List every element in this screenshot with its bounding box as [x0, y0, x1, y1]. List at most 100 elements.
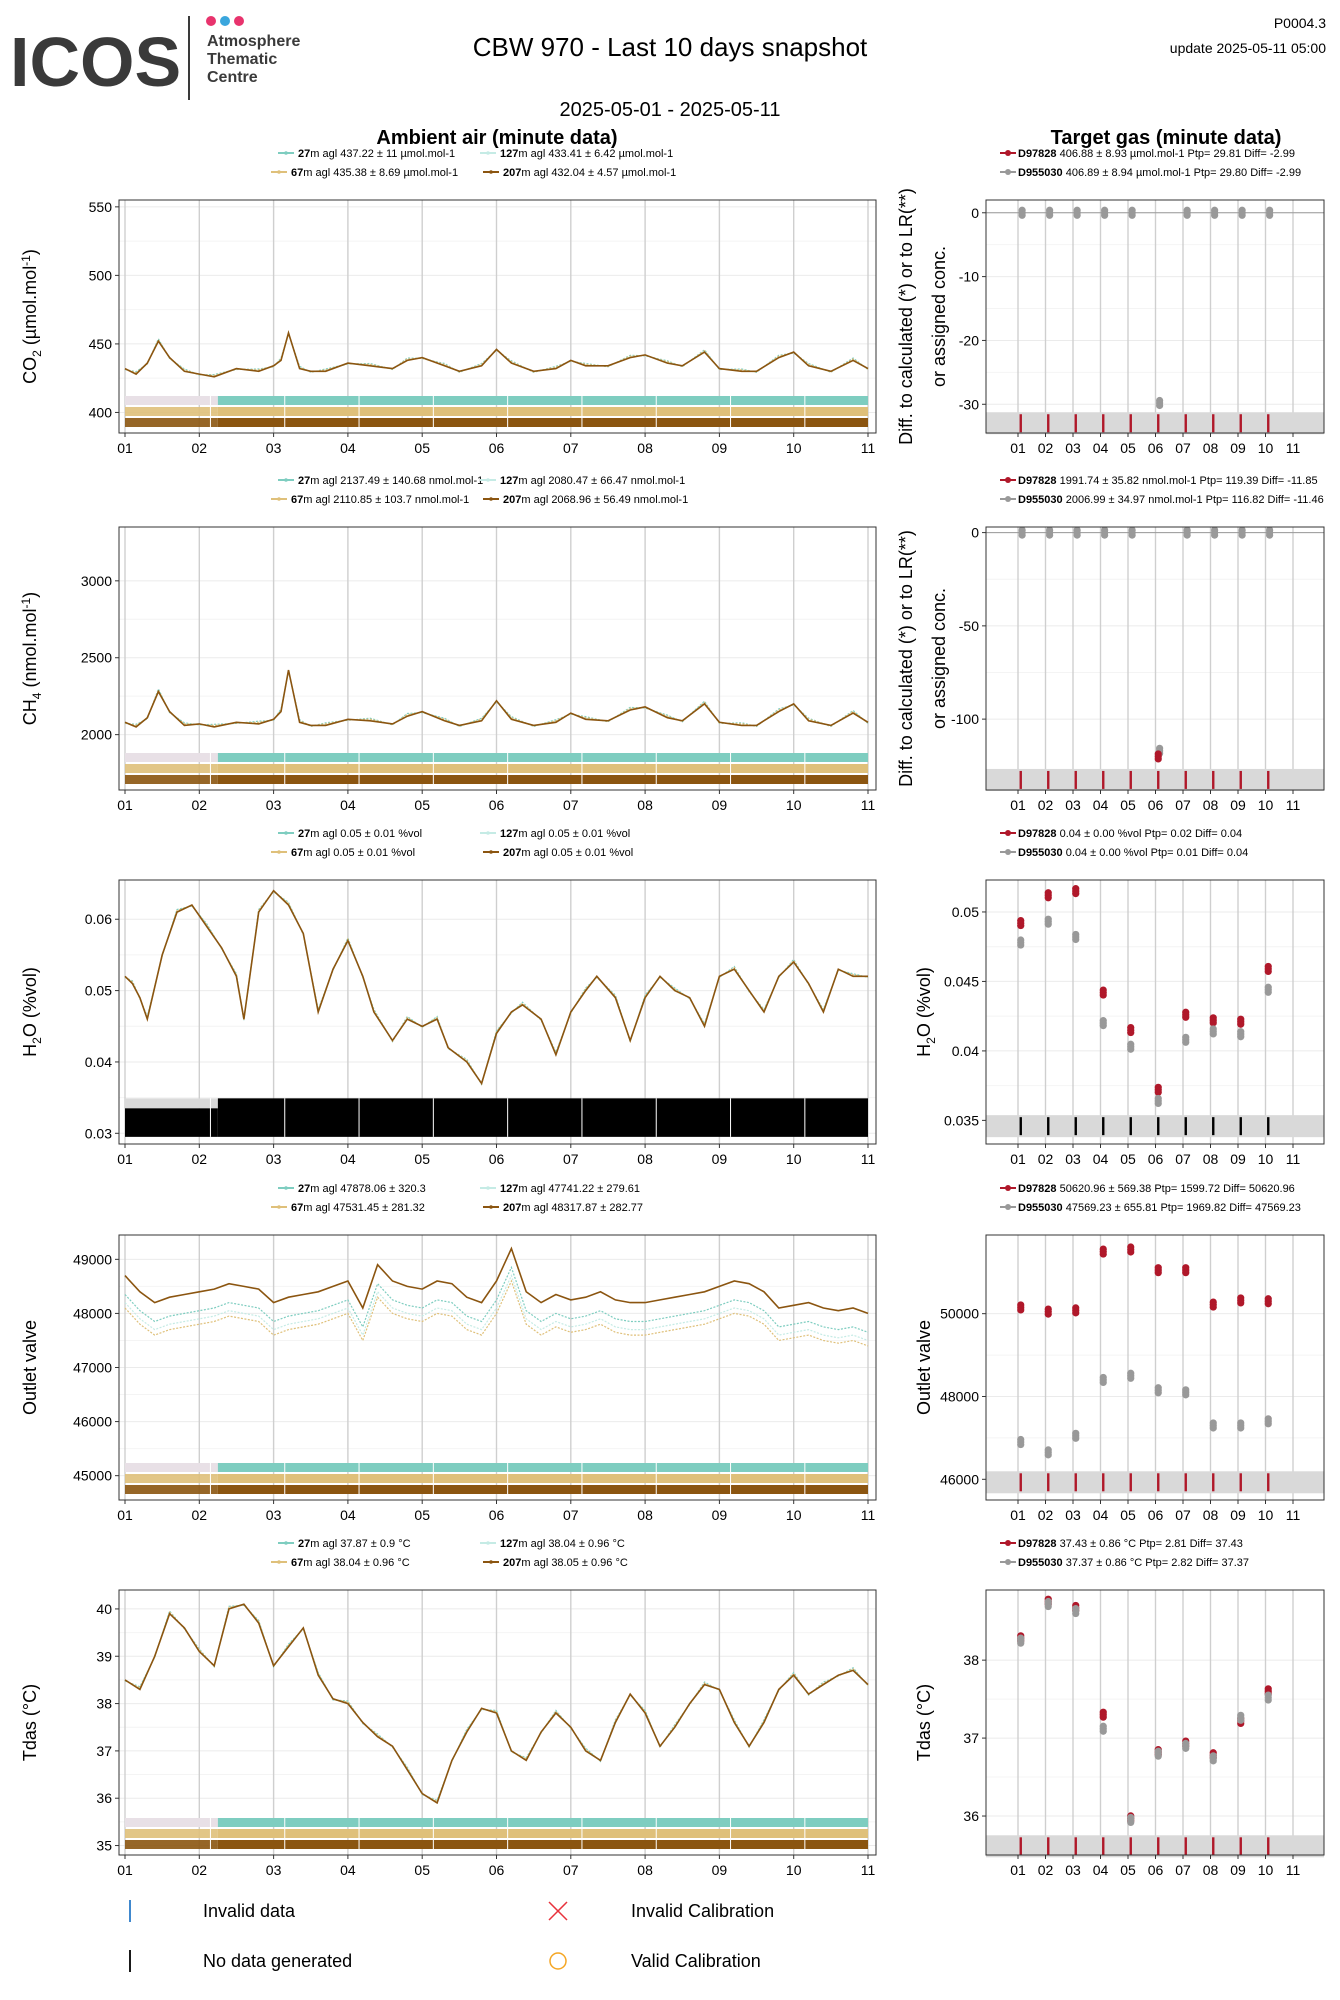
status-band	[217, 1818, 868, 1827]
legend-entry: 67m agl 0.05 ± 0.01 %vol	[291, 847, 415, 859]
legend-swatch-dot	[1005, 1540, 1011, 1546]
legend-entry: 127m agl 433.41 ± 6.42 µmol.mol-1	[500, 148, 673, 160]
x-tick-label: 09	[712, 797, 728, 813]
logo-dot-icon	[234, 16, 244, 26]
legend-stats: 0.04 ± 0.00 %vol Ptp= 0.01 Diff= 0.04	[1063, 847, 1249, 859]
legend-swatch-dot	[277, 850, 281, 854]
legend-tank: D955030	[1018, 1557, 1063, 1569]
y-tick-label: 0.05	[952, 904, 979, 920]
legend-height: 127	[500, 1183, 518, 1195]
y-axis-label: Diff. to calculated (*) or to LR(**)	[896, 530, 916, 787]
target-gas-point	[1046, 531, 1054, 539]
x-tick-label: 01	[1010, 797, 1026, 813]
legend-tank: D97828	[1018, 1538, 1057, 1550]
panel-co2: 27m agl 437.22 ± 11 µmol.mol-1 127m agl 4…	[19, 148, 877, 456]
y-tick-label: 36	[96, 1790, 112, 1806]
legend-swatch-dot	[1005, 849, 1011, 855]
target-gas-point	[1237, 1033, 1245, 1041]
y-tick-label: -50	[959, 618, 979, 634]
y-tick-label: 500	[89, 267, 113, 283]
legend-stats: m agl 433.41 ± 6.42 µmol.mol-1	[518, 148, 673, 160]
y-tick-label: -100	[951, 711, 979, 727]
legend-height: 27	[298, 1538, 310, 1550]
legend-stats: m agl 435.38 ± 8.69 µmol.mol-1	[303, 167, 458, 179]
y-tick-label: 2000	[81, 727, 112, 743]
legend-entry: 207m agl 38.05 ± 0.96 °C	[503, 1557, 628, 1569]
x-tick-label: 04	[340, 797, 356, 813]
target-gas-point	[1072, 890, 1080, 898]
legend-stats: m agl 47878.06 ± 320.3	[310, 1183, 426, 1195]
legend-entry: D955030 47569.23 ± 655.81 Ptp= 1969.82 D…	[1018, 1202, 1301, 1214]
legend-entry: 27m agl 437.22 ± 11 µmol.mol-1	[298, 148, 455, 160]
legend-entry: 27m agl 0.05 ± 0.01 %vol	[298, 828, 422, 840]
x-tick-label: 02	[1038, 440, 1054, 456]
y-tick-label: 400	[89, 404, 113, 420]
legend-height: 207	[503, 167, 521, 179]
y-tick-label: 37	[96, 1743, 112, 1759]
x-tick-label: 10	[1258, 797, 1274, 813]
target-gas-point	[1127, 1028, 1135, 1037]
status-band	[217, 1098, 868, 1137]
target-gas-point	[1209, 1424, 1217, 1432]
plot-area	[119, 527, 876, 790]
x-tick-label: 08	[637, 1151, 653, 1167]
x-tick-label: 06	[1148, 1507, 1164, 1523]
x-tick-label: 09	[1230, 797, 1246, 813]
legend-height: 207	[503, 847, 521, 859]
target-gas-point	[1101, 531, 1109, 539]
target-gas-point	[1017, 1306, 1025, 1314]
target-gas-point	[1099, 1727, 1107, 1735]
legend-stats: m agl 0.05 ± 0.01 %vol	[521, 847, 633, 859]
update-timestamp: update 2025-05-11 05:00	[1170, 40, 1326, 56]
x-tick-label: 01	[1010, 440, 1026, 456]
legend-entry: 207m agl 48317.87 ± 282.77	[503, 1202, 643, 1214]
target-gas-point	[1017, 941, 1025, 949]
y-tick-label: 550	[89, 199, 113, 215]
series-line-207	[124, 1246, 869, 1315]
target-gas-point	[1072, 935, 1080, 944]
x-tick-label: 11	[861, 797, 876, 813]
status-band	[217, 1474, 868, 1483]
status-band	[217, 775, 868, 784]
series-line-27	[124, 670, 869, 728]
target-gas-point	[1072, 1309, 1080, 1317]
x-tick-label: 04	[1093, 797, 1109, 813]
legend-swatch-dot	[1005, 150, 1011, 156]
legend-entry: D97828 0.04 ± 0.00 %vol Ptp= 0.02 Diff= …	[1018, 828, 1242, 840]
target-gas-point	[1073, 531, 1081, 539]
legend-entry: 67m agl 435.38 ± 8.69 µmol.mol-1	[291, 167, 458, 179]
x-tick-label: 05	[414, 797, 430, 813]
legend-entry: 127m agl 2080.47 ± 66.47 nmol.mol-1	[500, 475, 685, 487]
target-gas-point	[1101, 211, 1109, 219]
x-tick-label: 10	[786, 1862, 802, 1878]
panel-h2ot: D97828 0.04 ± 0.00 %vol Ptp= 0.02 Diff= …	[914, 828, 1325, 1167]
y-axis-label: H2O (%vol)	[20, 967, 44, 1057]
y-tick-label: 38	[963, 1652, 979, 1668]
ambient-air-heading: Ambient air (minute data)	[376, 127, 617, 149]
target-gas-point	[1183, 531, 1191, 539]
legend-stats: m agl 0.05 ± 0.01 %vol	[310, 828, 422, 840]
plot-border	[118, 526, 877, 791]
y-tick-label: 0.05	[85, 983, 112, 999]
legend-entry: 27m agl 2137.49 ± 140.68 nmol.mol-1	[298, 475, 483, 487]
legend-stats: 47569.23 ± 655.81 Ptp= 1969.82 Diff= 475…	[1063, 1202, 1301, 1214]
legend-stats: 406.88 ± 8.93 µmol.mol-1 Ptp= 29.81 Diff…	[1057, 148, 1295, 160]
x-tick-label: 04	[1093, 1507, 1109, 1523]
x-tick-label: 05	[414, 1151, 430, 1167]
target-gas-point	[1099, 991, 1107, 999]
status-band	[217, 1840, 868, 1849]
y-axis-label: or assigned conc.	[929, 588, 949, 729]
x-tick-label: 07	[1175, 1507, 1191, 1523]
page-title: CBW 970 - Last 10 days snapshot	[473, 32, 868, 62]
legend-swatch-dot	[1005, 1204, 1011, 1210]
target-gas-point	[1154, 755, 1162, 763]
x-tick-label: 07	[563, 797, 579, 813]
x-tick-label: 01	[1010, 1862, 1026, 1878]
status-band	[125, 1485, 218, 1494]
target-gas-point	[1154, 1389, 1162, 1397]
target-gas-point	[1044, 1451, 1052, 1459]
footer-legend-label: Valid Calibration	[631, 1951, 761, 1971]
x-tick-label: 01	[1010, 1151, 1026, 1167]
x-tick-label: 09	[712, 1862, 728, 1878]
